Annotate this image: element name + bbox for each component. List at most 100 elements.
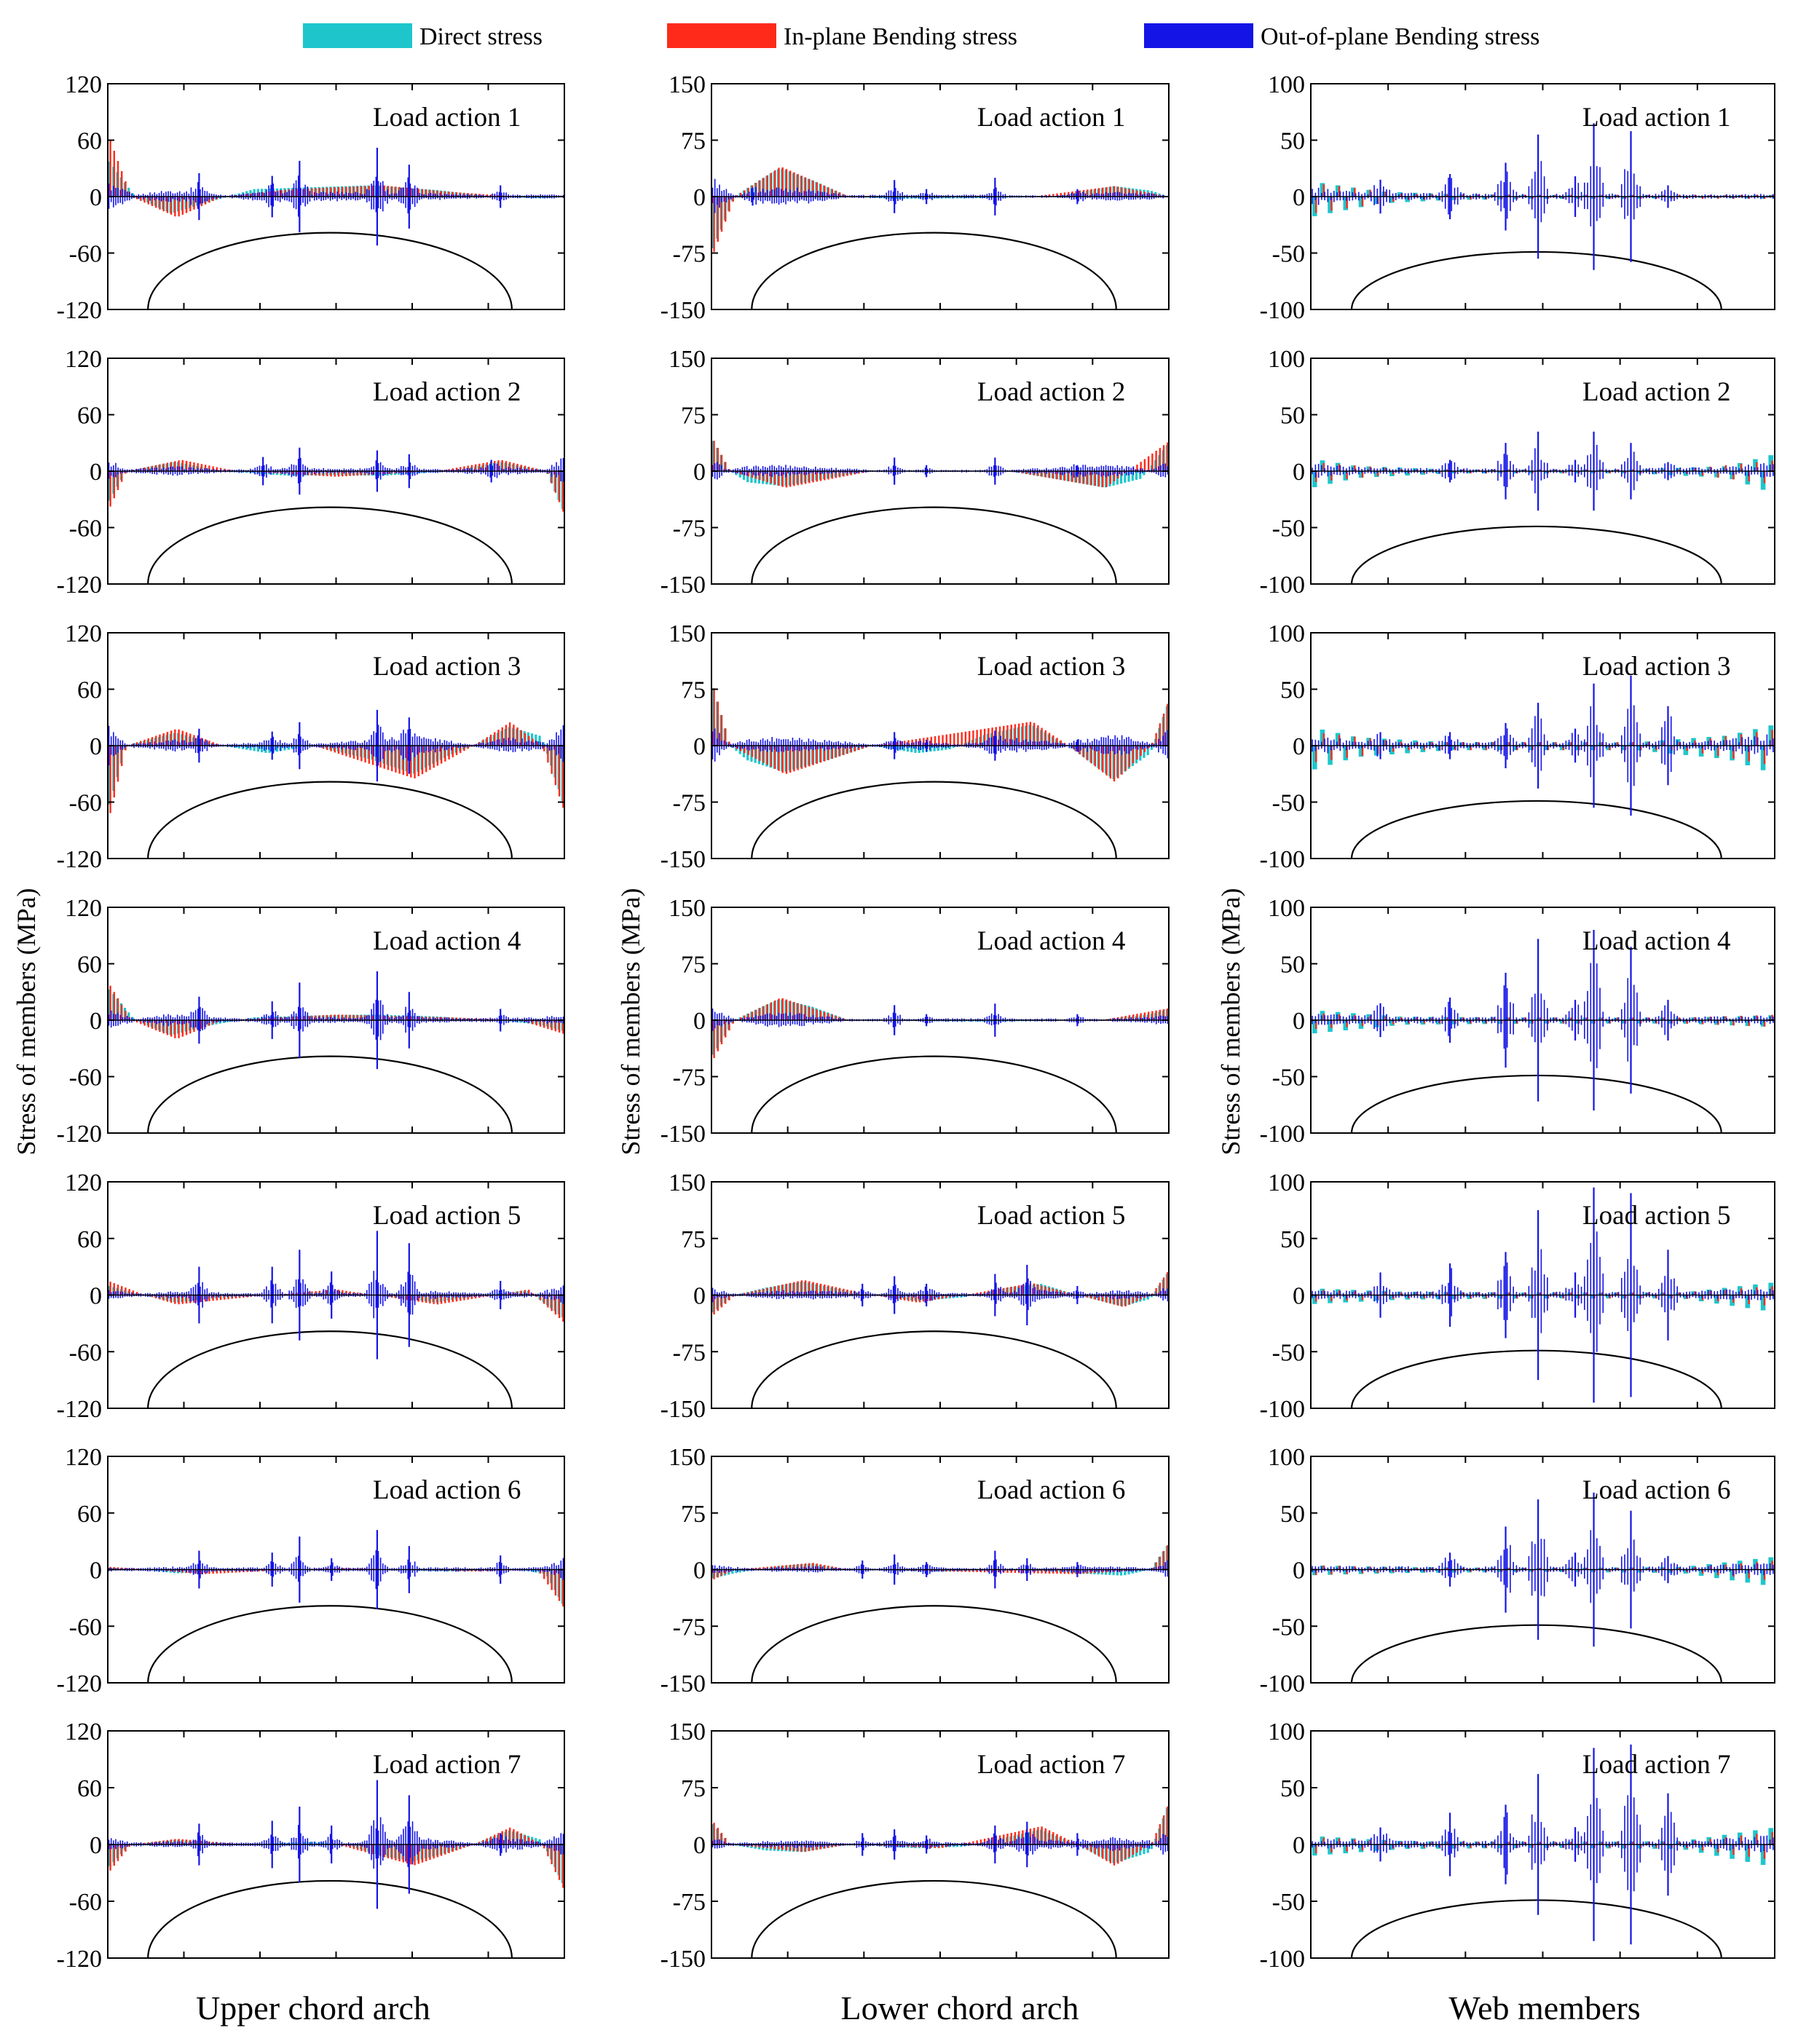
direct-stress-bar	[1119, 471, 1123, 484]
direct-stress-bar	[1668, 746, 1673, 754]
direct-stress-bar	[1529, 746, 1534, 751]
inplane-stress-bar	[736, 471, 738, 473]
inplane-stress-bar	[785, 169, 788, 197]
inplane-stress-bar	[261, 1018, 264, 1020]
direct-stress-bar	[1567, 194, 1572, 197]
inplane-stress-bar	[1423, 471, 1426, 474]
inplane-stress-bar	[1756, 1015, 1758, 1020]
direct-stress-bar	[427, 471, 431, 473]
direct-stress-bar	[1451, 471, 1456, 474]
inplane-stress-bar	[1006, 725, 1009, 746]
inplane-stress-bar	[843, 1018, 845, 1020]
inplane-stress-bar	[1167, 442, 1169, 471]
direct-stress-bar	[1420, 197, 1426, 202]
direct-stress-bar	[1482, 197, 1488, 200]
inplane-stress-bar	[1094, 471, 1097, 486]
direct-stress-bar	[1606, 471, 1612, 474]
inplane-stress-bar	[1052, 471, 1054, 479]
inplane-stress-bar	[1322, 1013, 1325, 1020]
inplane-stress-bar	[125, 181, 127, 197]
inplane-stress-bar	[1671, 746, 1673, 751]
inplane-stress-bar	[135, 742, 138, 746]
inplane-stress-bar	[797, 174, 799, 197]
inplane-stress-bar	[797, 746, 799, 770]
inplane-stress-bar	[759, 180, 761, 197]
inplane-stress-bar	[1408, 197, 1410, 200]
inplane-stress-bar	[318, 471, 321, 476]
direct-stress-bar	[1497, 471, 1503, 474]
direct-stress-bar	[1683, 1020, 1689, 1024]
inplane-stress-bar	[804, 1006, 807, 1020]
inplane-stress-bar	[1003, 725, 1005, 746]
inplane-stress-bar	[352, 746, 355, 759]
direct-stress-bar	[933, 746, 936, 751]
inplane-stress-bar	[853, 746, 856, 751]
direct-stress-bar	[1389, 471, 1395, 476]
inplane-stress-bar	[1392, 197, 1395, 202]
inplane-stress-bar	[831, 1014, 833, 1020]
inplane-stress-bar	[334, 187, 336, 197]
inplane-stress-bar	[1570, 1017, 1572, 1020]
inplane-stress-bar	[853, 471, 856, 475]
inplane-stress-bar	[1679, 194, 1681, 197]
inplane-stress-bar	[1523, 1017, 1526, 1020]
arch-outline	[147, 781, 513, 859]
inplane-stress-bar	[1562, 1020, 1565, 1024]
inplane-stress-bar	[185, 1020, 188, 1035]
inplane-stress-bar	[181, 1020, 184, 1037]
inplane-stress-bar	[155, 1020, 157, 1030]
direct-stress-bar	[1459, 194, 1464, 197]
direct-stress-bar	[1490, 742, 1495, 746]
inplane-stress-bar	[239, 194, 241, 197]
inplane-stress-bar	[717, 448, 719, 471]
direct-stress-bar	[1413, 1017, 1418, 1020]
inplane-stress-bar	[884, 743, 887, 746]
inplane-stress-bar	[1060, 471, 1062, 481]
inplane-stress-bar	[1376, 746, 1379, 754]
y-tick-label: 120	[65, 346, 102, 373]
direct-stress-bar	[1574, 471, 1580, 474]
inplane-stress-bar	[117, 998, 119, 1020]
inplane-stress-bar	[505, 725, 508, 746]
direct-stress-bar	[1668, 471, 1673, 476]
inplane-stress-bar	[292, 471, 294, 475]
inplane-stress-bar	[197, 463, 199, 471]
inplane-stress-bar	[861, 746, 864, 749]
inplane-stress-bar	[494, 732, 496, 746]
inplane-stress-bar	[387, 186, 390, 197]
direct-stress-bar	[1706, 466, 1712, 471]
inplane-stress-bar	[505, 461, 508, 471]
inplane-stress-bar	[1369, 466, 1371, 471]
inplane-stress-bar	[189, 461, 192, 471]
inplane-stress-bar	[713, 688, 715, 746]
inplane-stress-bar	[159, 1020, 161, 1033]
inplane-stress-bar	[1162, 1009, 1165, 1020]
inplane-stress-bar	[1094, 188, 1097, 197]
inplane-stress-bar	[1330, 1020, 1333, 1028]
inplane-stress-bar	[436, 1017, 439, 1020]
inplane-stress-bar	[178, 1020, 180, 1038]
inplane-stress-bar	[1462, 742, 1464, 746]
inplane-stress-bar	[1136, 746, 1138, 760]
y-tick-label: 0	[693, 184, 706, 211]
direct-stress-bar	[1753, 1015, 1758, 1020]
inplane-stress-bar	[1462, 1017, 1464, 1020]
inplane-stress-bar	[398, 186, 401, 197]
direct-stress-bar	[1652, 746, 1657, 752]
inplane-stress-bar	[1338, 1014, 1341, 1020]
inplane-stress-bar	[1315, 746, 1317, 762]
inplane-stress-bar	[474, 1018, 477, 1020]
inplane-stress-bar	[547, 471, 549, 474]
plot-area	[108, 709, 564, 859]
direct-stress-bar	[1552, 742, 1557, 746]
inplane-stress-bar	[433, 746, 435, 768]
direct-stress-bar	[535, 734, 537, 746]
inplane-stress-bar	[417, 1017, 419, 1020]
direct-stress-bar	[952, 746, 955, 748]
inplane-stress-bar	[1694, 194, 1696, 197]
inplane-stress-bar	[907, 740, 910, 746]
inplane-stress-bar	[1063, 471, 1066, 481]
inplane-stress-bar	[1392, 746, 1395, 752]
inplane-stress-bar	[524, 733, 527, 746]
inplane-stress-bar	[1094, 746, 1097, 767]
